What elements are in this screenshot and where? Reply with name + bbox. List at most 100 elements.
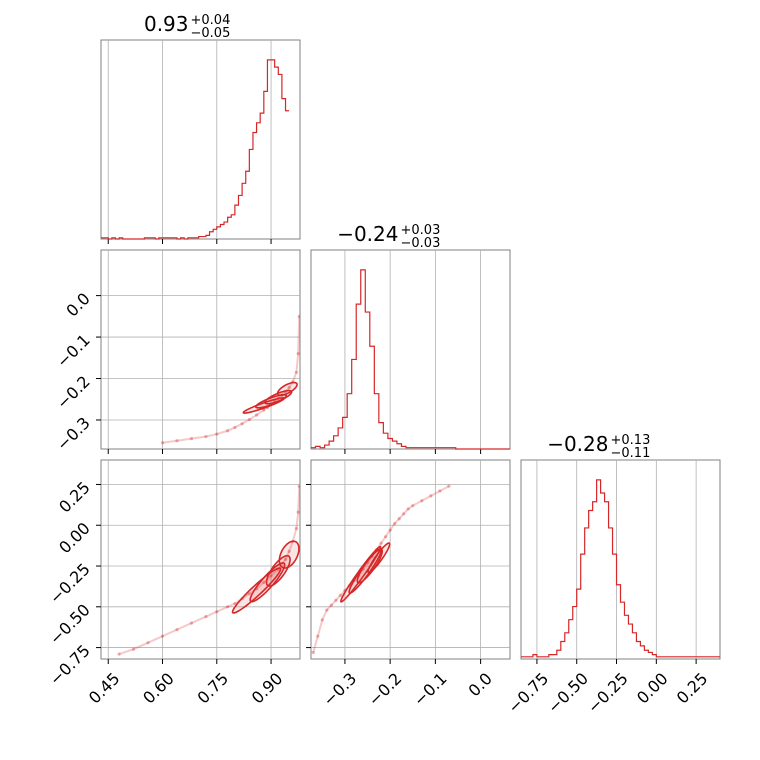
panel-title-minus: −0.11 [611, 446, 651, 461]
scatter-point [287, 549, 291, 553]
scatter-trend [162, 316, 300, 444]
axes-frame [100, 249, 301, 450]
density-contour [367, 542, 391, 574]
histogram-panel: −0.24 +0.03−0.03 [310, 222, 511, 454]
density-contour [278, 540, 300, 569]
y-tick-label: −0.75 [46, 641, 94, 689]
scatter-point [269, 574, 273, 578]
histogram-panel: −0.75−0.50−0.25 0.00 0.25 −0.28 +0.13−0.11 [504, 432, 721, 717]
scatter-content [160, 314, 300, 445]
scatter-point [296, 510, 300, 514]
x-tick-label: 0.25 [673, 669, 712, 708]
x-tick-label: −0.25 [584, 669, 632, 717]
scatter-point [329, 603, 333, 607]
y-tick-label: −0.25 [46, 559, 94, 607]
scatter-point [175, 439, 179, 443]
scatter-point [160, 441, 165, 445]
scatter-point [297, 484, 300, 488]
scatter-point [175, 628, 179, 632]
scatter-point [189, 621, 194, 625]
scatter-point [393, 522, 397, 526]
scatter-point [254, 413, 259, 417]
scatter-point [311, 650, 315, 655]
panel-title-value: −0.24 [337, 222, 398, 246]
scatter-point [283, 557, 288, 562]
histogram-step [101, 59, 290, 240]
scatter-panel: −0.3−0.2−0.1 0.0 [306, 459, 511, 710]
axes-frame [310, 459, 511, 660]
histogram-panel: 0.93 +0.04−0.05 [100, 12, 301, 244]
y-tick-label: −0.2 [53, 372, 94, 413]
scatter-point [247, 417, 251, 422]
scatter-point [447, 484, 451, 488]
axes-frame [100, 459, 301, 660]
scatter-point [189, 437, 194, 441]
scatter-point [215, 432, 219, 436]
scatter-point [429, 494, 433, 498]
scatter-trend [118, 486, 300, 656]
y-tick-label: 0.25 [55, 478, 94, 517]
scatter-trend [312, 485, 450, 653]
density-contour [276, 381, 298, 397]
y-tick-label: −0.3 [53, 413, 94, 454]
x-tick-label: 0.90 [248, 669, 287, 708]
scatter-point [411, 504, 415, 508]
scatter-point [296, 352, 300, 356]
scatter-point [338, 593, 342, 597]
scatter-point [287, 386, 291, 390]
panel-title-plus: +0.03 [401, 223, 441, 238]
scatter-point [316, 634, 320, 638]
histogram-step [521, 479, 720, 658]
axes-frame [100, 39, 301, 240]
y-tick-label: 0.00 [55, 519, 94, 558]
x-tick-label: −0.3 [319, 669, 360, 710]
scatter-point [240, 422, 244, 426]
x-tick-label: 0.75 [193, 669, 232, 708]
scatter-point [226, 429, 230, 433]
scatter-point [117, 652, 121, 656]
scatter-point [262, 408, 266, 412]
panel-title-plus: +0.13 [611, 433, 651, 448]
x-tick-label: −0.50 [544, 669, 592, 717]
scatter-point [397, 517, 401, 521]
panel-title-plus: +0.04 [191, 13, 231, 28]
scatter-point [402, 512, 406, 516]
x-tick-label: −0.2 [365, 669, 406, 710]
scatter-panel: −0.3−0.2−0.1 0.0 [53, 249, 301, 454]
x-tick-label: 0.45 [85, 669, 124, 708]
scatter-point [334, 598, 338, 602]
scatter-point [226, 605, 230, 609]
scatter-point [379, 541, 383, 545]
scatter-point [262, 580, 266, 584]
scatter-panel: 0.45 0.60 0.75 0.90 −0.75−0.50−0.250.000.25 [46, 459, 301, 708]
scatter-point [247, 592, 251, 596]
scatter-point [204, 434, 208, 439]
x-tick-label: −0.1 [410, 669, 451, 710]
scatter-point [294, 370, 298, 374]
x-tick-label: −0.75 [504, 669, 552, 717]
panel-title-minus: −0.05 [191, 26, 231, 41]
histogram-step [311, 269, 510, 450]
scatter-point [420, 499, 424, 503]
y-tick-label: 0.0 [62, 289, 93, 320]
scatter-point [131, 647, 136, 651]
scatter-point [406, 507, 410, 511]
scatter-point [146, 641, 150, 645]
x-tick-label: 0.60 [139, 669, 178, 708]
panel-title-value: 0.93 [144, 12, 189, 36]
scatter-content [117, 484, 300, 656]
axes-frame [520, 459, 721, 660]
scatter-point [215, 610, 219, 614]
scatter-point [325, 608, 329, 612]
scatter-content [311, 484, 451, 655]
scatter-point [388, 528, 392, 532]
panel-title-value: −0.28 [547, 432, 608, 456]
scatter-point [297, 314, 300, 318]
scatter-point [160, 634, 165, 638]
axes-frame [310, 249, 511, 450]
scatter-point [233, 425, 237, 430]
x-tick-label: 0.0 [464, 669, 495, 700]
y-tick-label: −0.50 [46, 600, 94, 648]
scatter-point [204, 614, 208, 619]
